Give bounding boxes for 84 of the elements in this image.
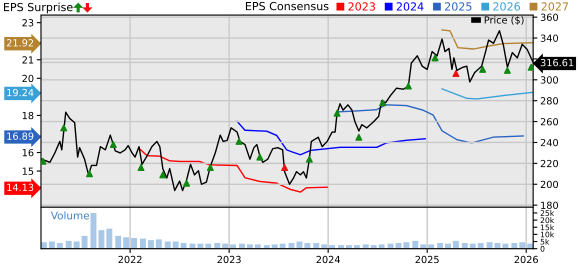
x-tick-label: 2026 bbox=[514, 256, 538, 264]
point bbox=[404, 82, 412, 90]
legend-label: 2024 bbox=[396, 2, 424, 11]
y-tick-label: 20 bbox=[22, 74, 34, 82]
bar bbox=[74, 242, 80, 249]
y2-tick-label: 340 bbox=[540, 34, 558, 42]
line-series bbox=[441, 29, 533, 50]
legend-label: 2025 bbox=[444, 2, 472, 11]
y2-tick-label: 280 bbox=[540, 97, 558, 105]
bar bbox=[48, 242, 55, 249]
y2-tick-label: 300 bbox=[540, 76, 558, 84]
y-tick-label: 23 bbox=[22, 19, 34, 26]
bar bbox=[412, 240, 418, 249]
y2-tick-label: 220 bbox=[540, 160, 558, 168]
point bbox=[206, 164, 214, 172]
bar bbox=[148, 240, 154, 249]
line-series bbox=[236, 120, 426, 156]
bar bbox=[197, 244, 204, 249]
point bbox=[256, 154, 264, 161]
point bbox=[528, 64, 534, 71]
y-tick-label: 16.89 bbox=[7, 132, 34, 140]
x-tick-label: 2022 bbox=[118, 256, 142, 264]
point bbox=[452, 70, 460, 78]
point bbox=[432, 54, 439, 62]
bar bbox=[98, 230, 104, 249]
y-tick-label: 14.13 bbox=[7, 184, 34, 192]
bar bbox=[190, 244, 196, 249]
bar bbox=[90, 212, 96, 249]
bar bbox=[140, 238, 146, 249]
point bbox=[40, 158, 46, 165]
y-tick-label: 15 bbox=[22, 168, 34, 175]
y2-tick-label: 200 bbox=[540, 180, 558, 188]
line-series bbox=[441, 88, 533, 100]
bar bbox=[106, 228, 112, 249]
bar bbox=[502, 244, 508, 249]
legend-label: 2026 bbox=[493, 2, 520, 11]
text: EPS Surprise bbox=[4, 2, 73, 14]
x-tick-label: 2025 bbox=[416, 256, 439, 264]
legend-label: 2027 bbox=[542, 2, 568, 11]
bar bbox=[123, 237, 130, 249]
y-tick-label: 21 bbox=[22, 56, 34, 64]
y2-tick-label: 240 bbox=[540, 138, 558, 146]
bar bbox=[82, 236, 88, 249]
y-tick-label: 21.92 bbox=[6, 39, 34, 47]
bar bbox=[239, 244, 245, 249]
bar bbox=[172, 242, 179, 249]
bar bbox=[131, 238, 138, 249]
x-tick-label: 2024 bbox=[316, 256, 340, 264]
y2-tick-label: 180 bbox=[541, 202, 558, 209]
point bbox=[281, 164, 288, 172]
bar bbox=[445, 244, 451, 249]
point bbox=[479, 66, 486, 73]
point bbox=[183, 180, 190, 187]
point bbox=[306, 156, 313, 163]
bar bbox=[280, 244, 286, 249]
point bbox=[236, 138, 243, 145]
bar bbox=[66, 240, 72, 249]
legend-label: 2023 bbox=[348, 2, 375, 11]
point bbox=[138, 164, 144, 172]
bar bbox=[296, 242, 302, 249]
point bbox=[379, 99, 386, 106]
point bbox=[334, 110, 341, 117]
line-series bbox=[138, 148, 328, 193]
bar bbox=[222, 244, 228, 249]
y-tick-label: 18 bbox=[22, 112, 34, 120]
legend-label: Price ($) bbox=[484, 16, 524, 25]
point bbox=[355, 134, 362, 141]
point bbox=[60, 124, 68, 132]
x-tick-label: 2023 bbox=[217, 256, 241, 264]
point bbox=[110, 141, 117, 148]
legend-title: EPS Consensus bbox=[246, 2, 329, 10]
point bbox=[86, 170, 93, 178]
y-tick-label: 16 bbox=[22, 148, 34, 156]
chart-title: Volume bbox=[50, 211, 90, 220]
y2-tick-label: 260 bbox=[540, 118, 558, 126]
bar bbox=[156, 239, 162, 249]
bar bbox=[452, 240, 459, 249]
y2-tick-label: 316.61 bbox=[540, 58, 574, 66]
y-tick-label: 19.24 bbox=[7, 88, 34, 96]
y2-tick-label: 360 bbox=[540, 14, 558, 21]
bar bbox=[388, 244, 394, 249]
point bbox=[159, 171, 166, 178]
bar bbox=[205, 244, 212, 249]
point bbox=[504, 66, 511, 74]
